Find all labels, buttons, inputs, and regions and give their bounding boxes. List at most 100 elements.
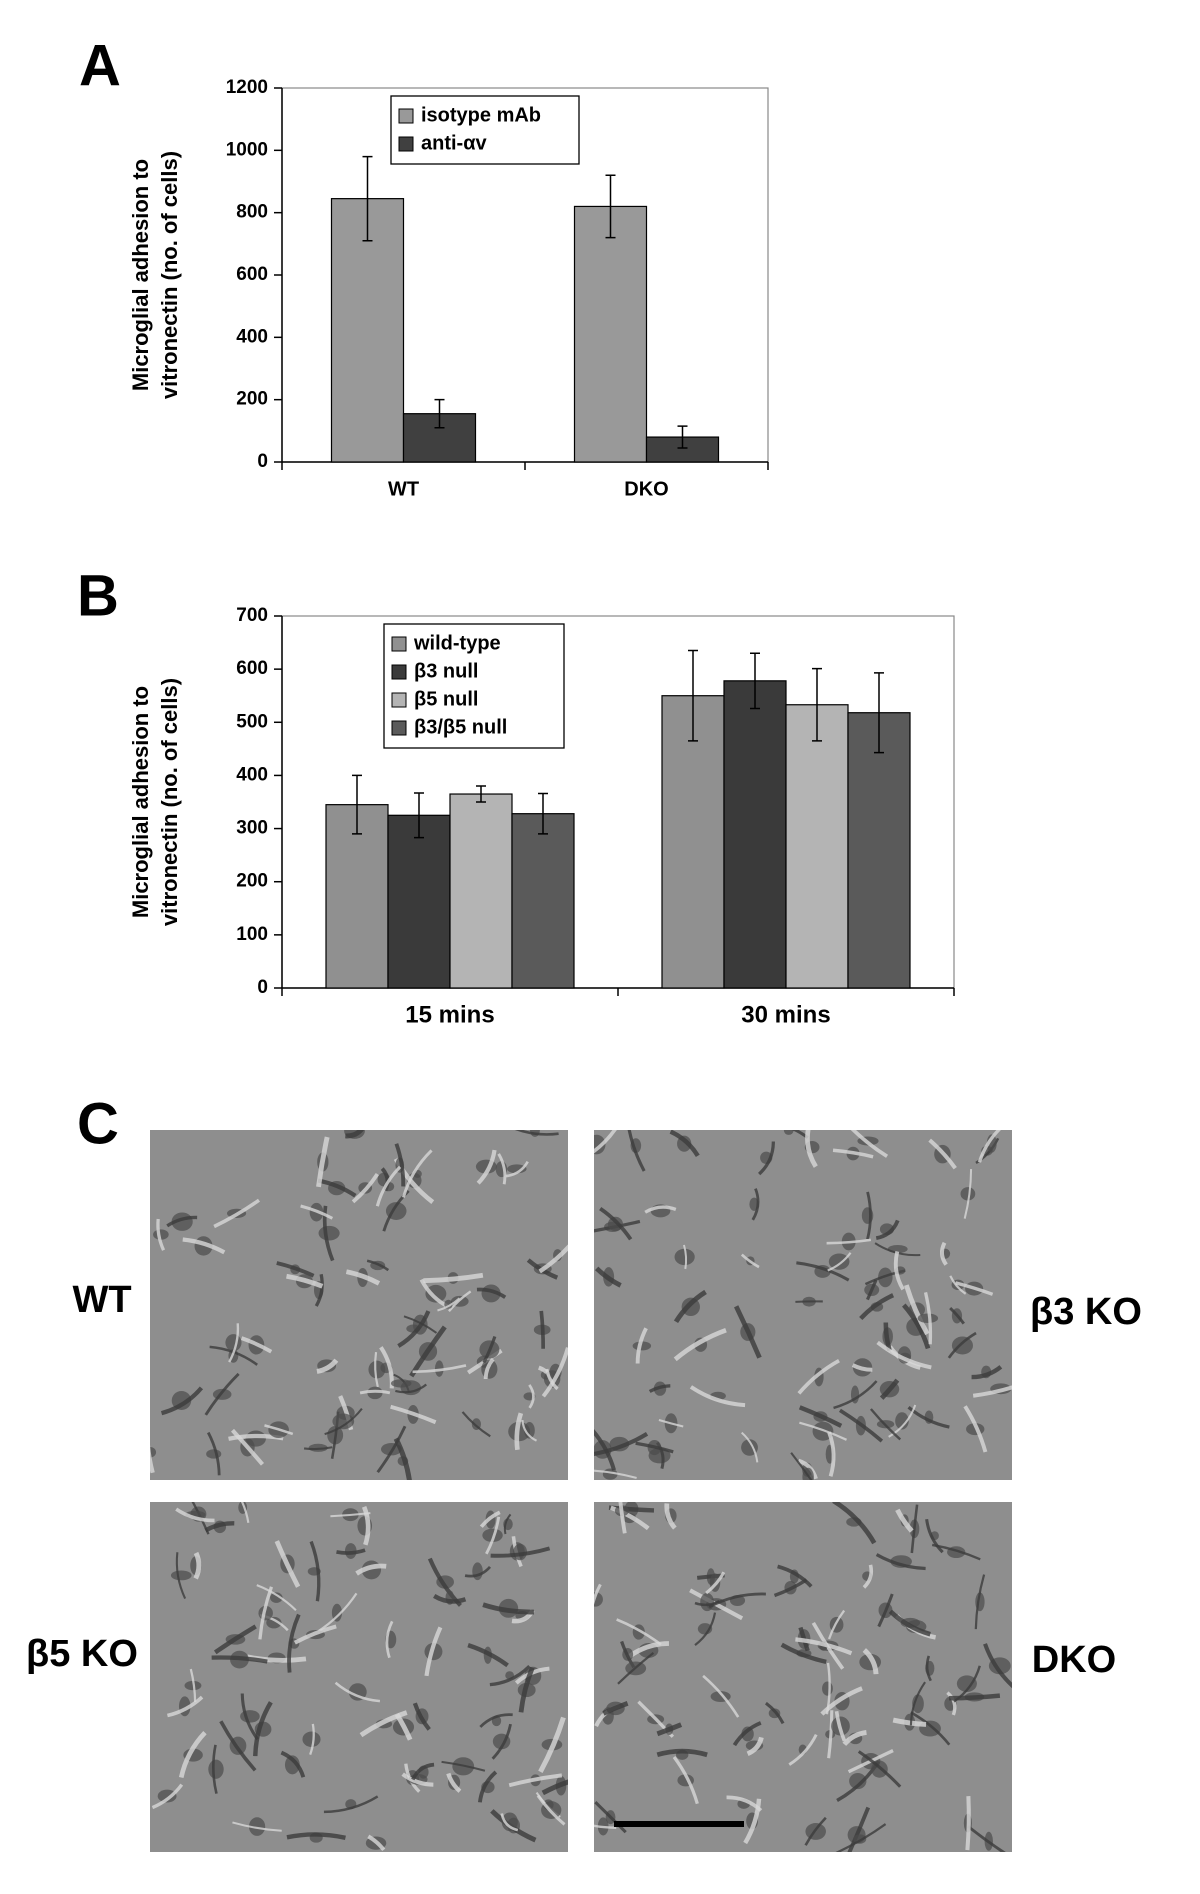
x-tick-label: 15 mins bbox=[405, 1001, 494, 1028]
process bbox=[228, 1323, 240, 1363]
process bbox=[617, 1652, 655, 1685]
process bbox=[594, 1427, 616, 1471]
error-bar bbox=[476, 785, 486, 803]
legend-swatch bbox=[391, 664, 407, 680]
cell bbox=[956, 1675, 977, 1692]
process bbox=[497, 1153, 507, 1185]
process bbox=[797, 1358, 840, 1395]
process bbox=[834, 1711, 847, 1742]
process bbox=[211, 1655, 268, 1664]
process bbox=[895, 1508, 914, 1533]
process bbox=[923, 1291, 933, 1345]
process bbox=[602, 1701, 629, 1716]
cell bbox=[367, 1386, 383, 1400]
process bbox=[505, 1160, 529, 1178]
y-tick-label: 1000 bbox=[226, 139, 268, 160]
process bbox=[437, 1297, 461, 1312]
legend-label: β5 null bbox=[414, 688, 478, 710]
process bbox=[963, 1169, 973, 1219]
process bbox=[790, 1452, 827, 1480]
process bbox=[758, 1141, 775, 1176]
process bbox=[827, 1609, 846, 1640]
process bbox=[866, 1279, 878, 1301]
process bbox=[594, 1823, 617, 1829]
process bbox=[230, 1428, 265, 1466]
process bbox=[799, 1421, 848, 1441]
process bbox=[594, 1583, 602, 1615]
process bbox=[324, 1407, 363, 1436]
process bbox=[300, 1204, 334, 1220]
error-bar bbox=[538, 792, 548, 835]
y-tick-label: 500 bbox=[236, 711, 268, 732]
cell bbox=[501, 1812, 518, 1832]
process bbox=[656, 1722, 683, 1737]
process bbox=[314, 1273, 324, 1307]
process bbox=[769, 1130, 809, 1139]
process bbox=[827, 1252, 852, 1272]
cell bbox=[225, 1334, 242, 1352]
process bbox=[182, 1237, 226, 1255]
process bbox=[797, 1458, 818, 1480]
process bbox=[316, 1136, 330, 1188]
image-label: β5 KO bbox=[26, 1633, 138, 1675]
cell bbox=[208, 1759, 224, 1779]
process bbox=[508, 1773, 563, 1788]
y-tick-label: 0 bbox=[257, 451, 268, 472]
process bbox=[673, 1327, 727, 1362]
process bbox=[610, 1505, 650, 1531]
process bbox=[264, 1424, 294, 1436]
process bbox=[734, 1305, 762, 1359]
process bbox=[833, 1380, 878, 1410]
process bbox=[303, 1446, 333, 1451]
x-tick-label: DKO bbox=[624, 478, 668, 500]
error-bar bbox=[750, 652, 760, 710]
process bbox=[974, 1574, 986, 1630]
cell bbox=[331, 1603, 343, 1622]
process bbox=[482, 1335, 497, 1364]
process bbox=[764, 1701, 785, 1725]
error-bar bbox=[677, 425, 688, 449]
y-tick-label: 400 bbox=[236, 326, 268, 347]
process bbox=[955, 1281, 994, 1296]
process bbox=[616, 1618, 662, 1646]
process bbox=[795, 1300, 823, 1303]
process bbox=[940, 1241, 948, 1266]
process bbox=[482, 1602, 534, 1615]
process bbox=[656, 1748, 708, 1758]
cell bbox=[344, 1543, 357, 1559]
process bbox=[851, 1363, 873, 1372]
legend-label: isotype mAb bbox=[421, 104, 541, 126]
process bbox=[287, 1613, 301, 1673]
process bbox=[394, 1143, 406, 1187]
process bbox=[826, 1238, 871, 1245]
cell bbox=[895, 1412, 909, 1430]
process bbox=[910, 1711, 951, 1746]
legend-label: anti-αv bbox=[421, 132, 488, 154]
image-label: DKO bbox=[1032, 1639, 1116, 1681]
process bbox=[909, 1681, 926, 1726]
process bbox=[743, 1798, 762, 1845]
bar bbox=[511, 813, 575, 989]
error-bar bbox=[605, 174, 616, 239]
process bbox=[175, 1507, 215, 1523]
process bbox=[236, 1502, 250, 1523]
process bbox=[673, 1289, 707, 1324]
process bbox=[412, 1702, 431, 1731]
process bbox=[503, 1513, 512, 1535]
process bbox=[599, 1206, 633, 1241]
y-axis-title: Microglial adhesion to bbox=[128, 159, 153, 391]
process bbox=[902, 1303, 931, 1350]
process bbox=[617, 1502, 627, 1534]
process bbox=[490, 1546, 551, 1558]
process bbox=[477, 1770, 498, 1803]
process bbox=[274, 1540, 301, 1588]
process bbox=[832, 1502, 877, 1545]
process bbox=[983, 1643, 1012, 1690]
cell bbox=[878, 1267, 893, 1288]
process bbox=[777, 1564, 813, 1588]
cell bbox=[482, 1528, 503, 1543]
cell bbox=[472, 1562, 483, 1581]
process bbox=[541, 1776, 568, 1796]
cell bbox=[206, 1449, 222, 1459]
